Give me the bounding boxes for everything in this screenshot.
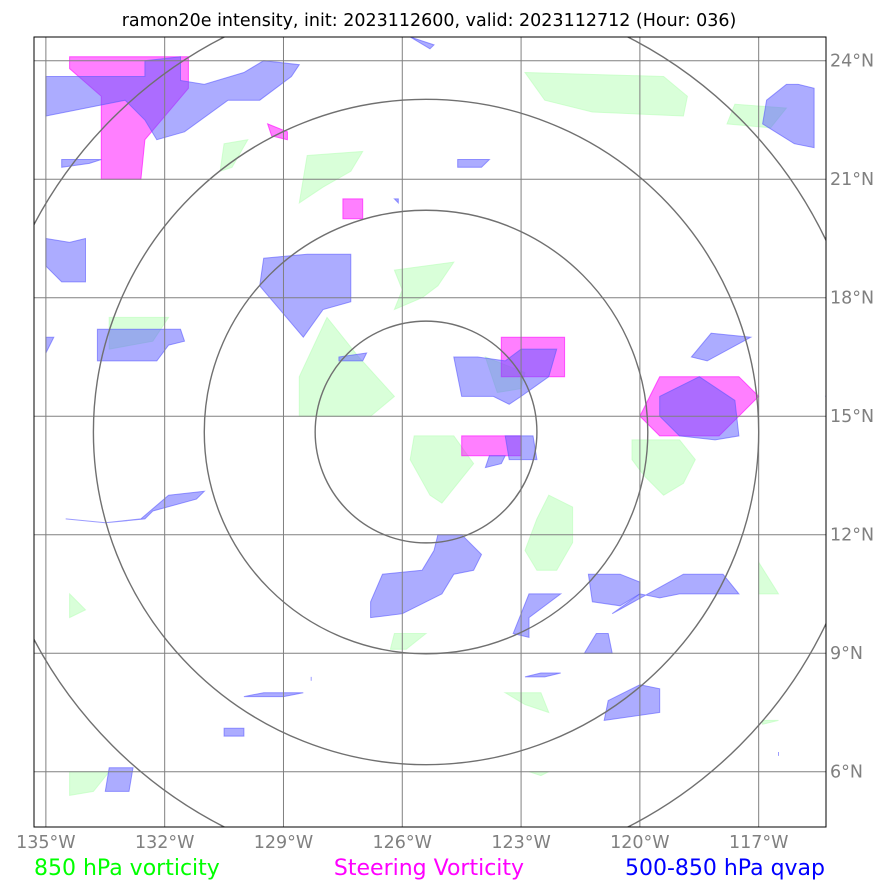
- qvap-region-0: [45, 56, 301, 141]
- vort850-region-7: [298, 316, 396, 417]
- x-tick-label: 132°W: [135, 833, 194, 853]
- vort850-region-3: [298, 150, 364, 204]
- y-tick-label: 21°N: [830, 170, 874, 190]
- qvap-region-17: [65, 490, 206, 524]
- vort850-region-10: [524, 494, 574, 571]
- qvap-region-14: [824, 395, 826, 398]
- y-tick-label: 18°N: [830, 289, 874, 309]
- qvap-region-3: [61, 159, 102, 168]
- range-ring-1: [314, 320, 538, 544]
- vort850-region-12: [758, 560, 780, 595]
- qvap-region-4: [457, 159, 491, 168]
- qvap-region-22: [583, 633, 613, 654]
- qvap-region-8: [96, 328, 186, 362]
- qvap-region-12: [338, 352, 368, 362]
- legend-label-steering: Steering Vorticity: [334, 856, 524, 881]
- qvap-region-20: [611, 573, 740, 615]
- x-tick-label: 126°W: [373, 833, 432, 853]
- y-tick-label: 9°N: [830, 644, 863, 664]
- qvap-region-21: [512, 593, 563, 639]
- vort850-region-9: [631, 439, 696, 496]
- y-tick-label: 12°N: [830, 526, 874, 546]
- x-axis-ticks: 135°W 132°W 129°W 126°W 123°W 120°W 117°W: [16, 833, 788, 853]
- qvap-region-25: [243, 692, 304, 698]
- legend: 850 hPa vorticity Steering Vorticity 500…: [34, 856, 825, 881]
- steering-region-1: [266, 123, 288, 141]
- legend-label-vort850: 850 hPa vorticity: [34, 856, 220, 881]
- x-tick-label: 123°W: [491, 833, 550, 853]
- steering-region-2: [342, 198, 364, 220]
- vort850-region-13: [389, 633, 428, 650]
- y-tick-label: 15°N: [830, 407, 874, 427]
- vort850-region-16: [69, 771, 111, 796]
- qvap-region-18: [370, 534, 483, 619]
- vort850-region-0: [524, 71, 688, 117]
- range-ring-3: [92, 98, 760, 766]
- qvap-region-26: [223, 727, 245, 737]
- qvap-region-1: [762, 83, 815, 149]
- y-axis-ticks: 6°N 9°N 12°N 15°N 18°N 21°N 24°N: [830, 52, 874, 783]
- range-ring-2: [203, 209, 649, 655]
- vort850-region-2: [219, 139, 249, 173]
- x-tick-label: 135°W: [16, 833, 75, 853]
- qvap-region-24: [603, 684, 661, 721]
- vort850-region-11: [69, 592, 87, 619]
- qvap-region-23: [524, 672, 561, 678]
- vort850-region-8: [409, 435, 475, 504]
- x-tick-label: 120°W: [610, 833, 669, 853]
- vort850-region-4: [393, 261, 455, 311]
- field-qvap: [45, 37, 826, 792]
- qvap-region-6: [45, 237, 86, 283]
- range-rings: [34, 37, 826, 827]
- vort850-region-15: [762, 719, 779, 725]
- chart-title: ramon20e intensity, init: 2023112600, va…: [122, 11, 737, 31]
- vort850-region-14: [503, 692, 550, 714]
- qvap-region-27: [104, 767, 134, 792]
- qvap-region-16: [484, 455, 507, 469]
- qvap-region-9: [690, 332, 753, 362]
- qvap-region-13: [659, 376, 740, 441]
- qvap-region-10: [45, 336, 55, 354]
- legend-label-qvap: 500-850 hPa qvap: [625, 856, 825, 881]
- x-tick-label: 129°W: [254, 833, 313, 853]
- qvap-region-2: [409, 37, 435, 50]
- qvap-region-7: [259, 253, 352, 339]
- vort850-region-17: [528, 771, 550, 777]
- qvap-region-5: [393, 198, 399, 205]
- y-tick-label: 6°N: [830, 763, 863, 783]
- map-frame: [33, 36, 827, 828]
- x-tick-label: 117°W: [729, 833, 788, 853]
- y-tick-label: 24°N: [830, 52, 874, 72]
